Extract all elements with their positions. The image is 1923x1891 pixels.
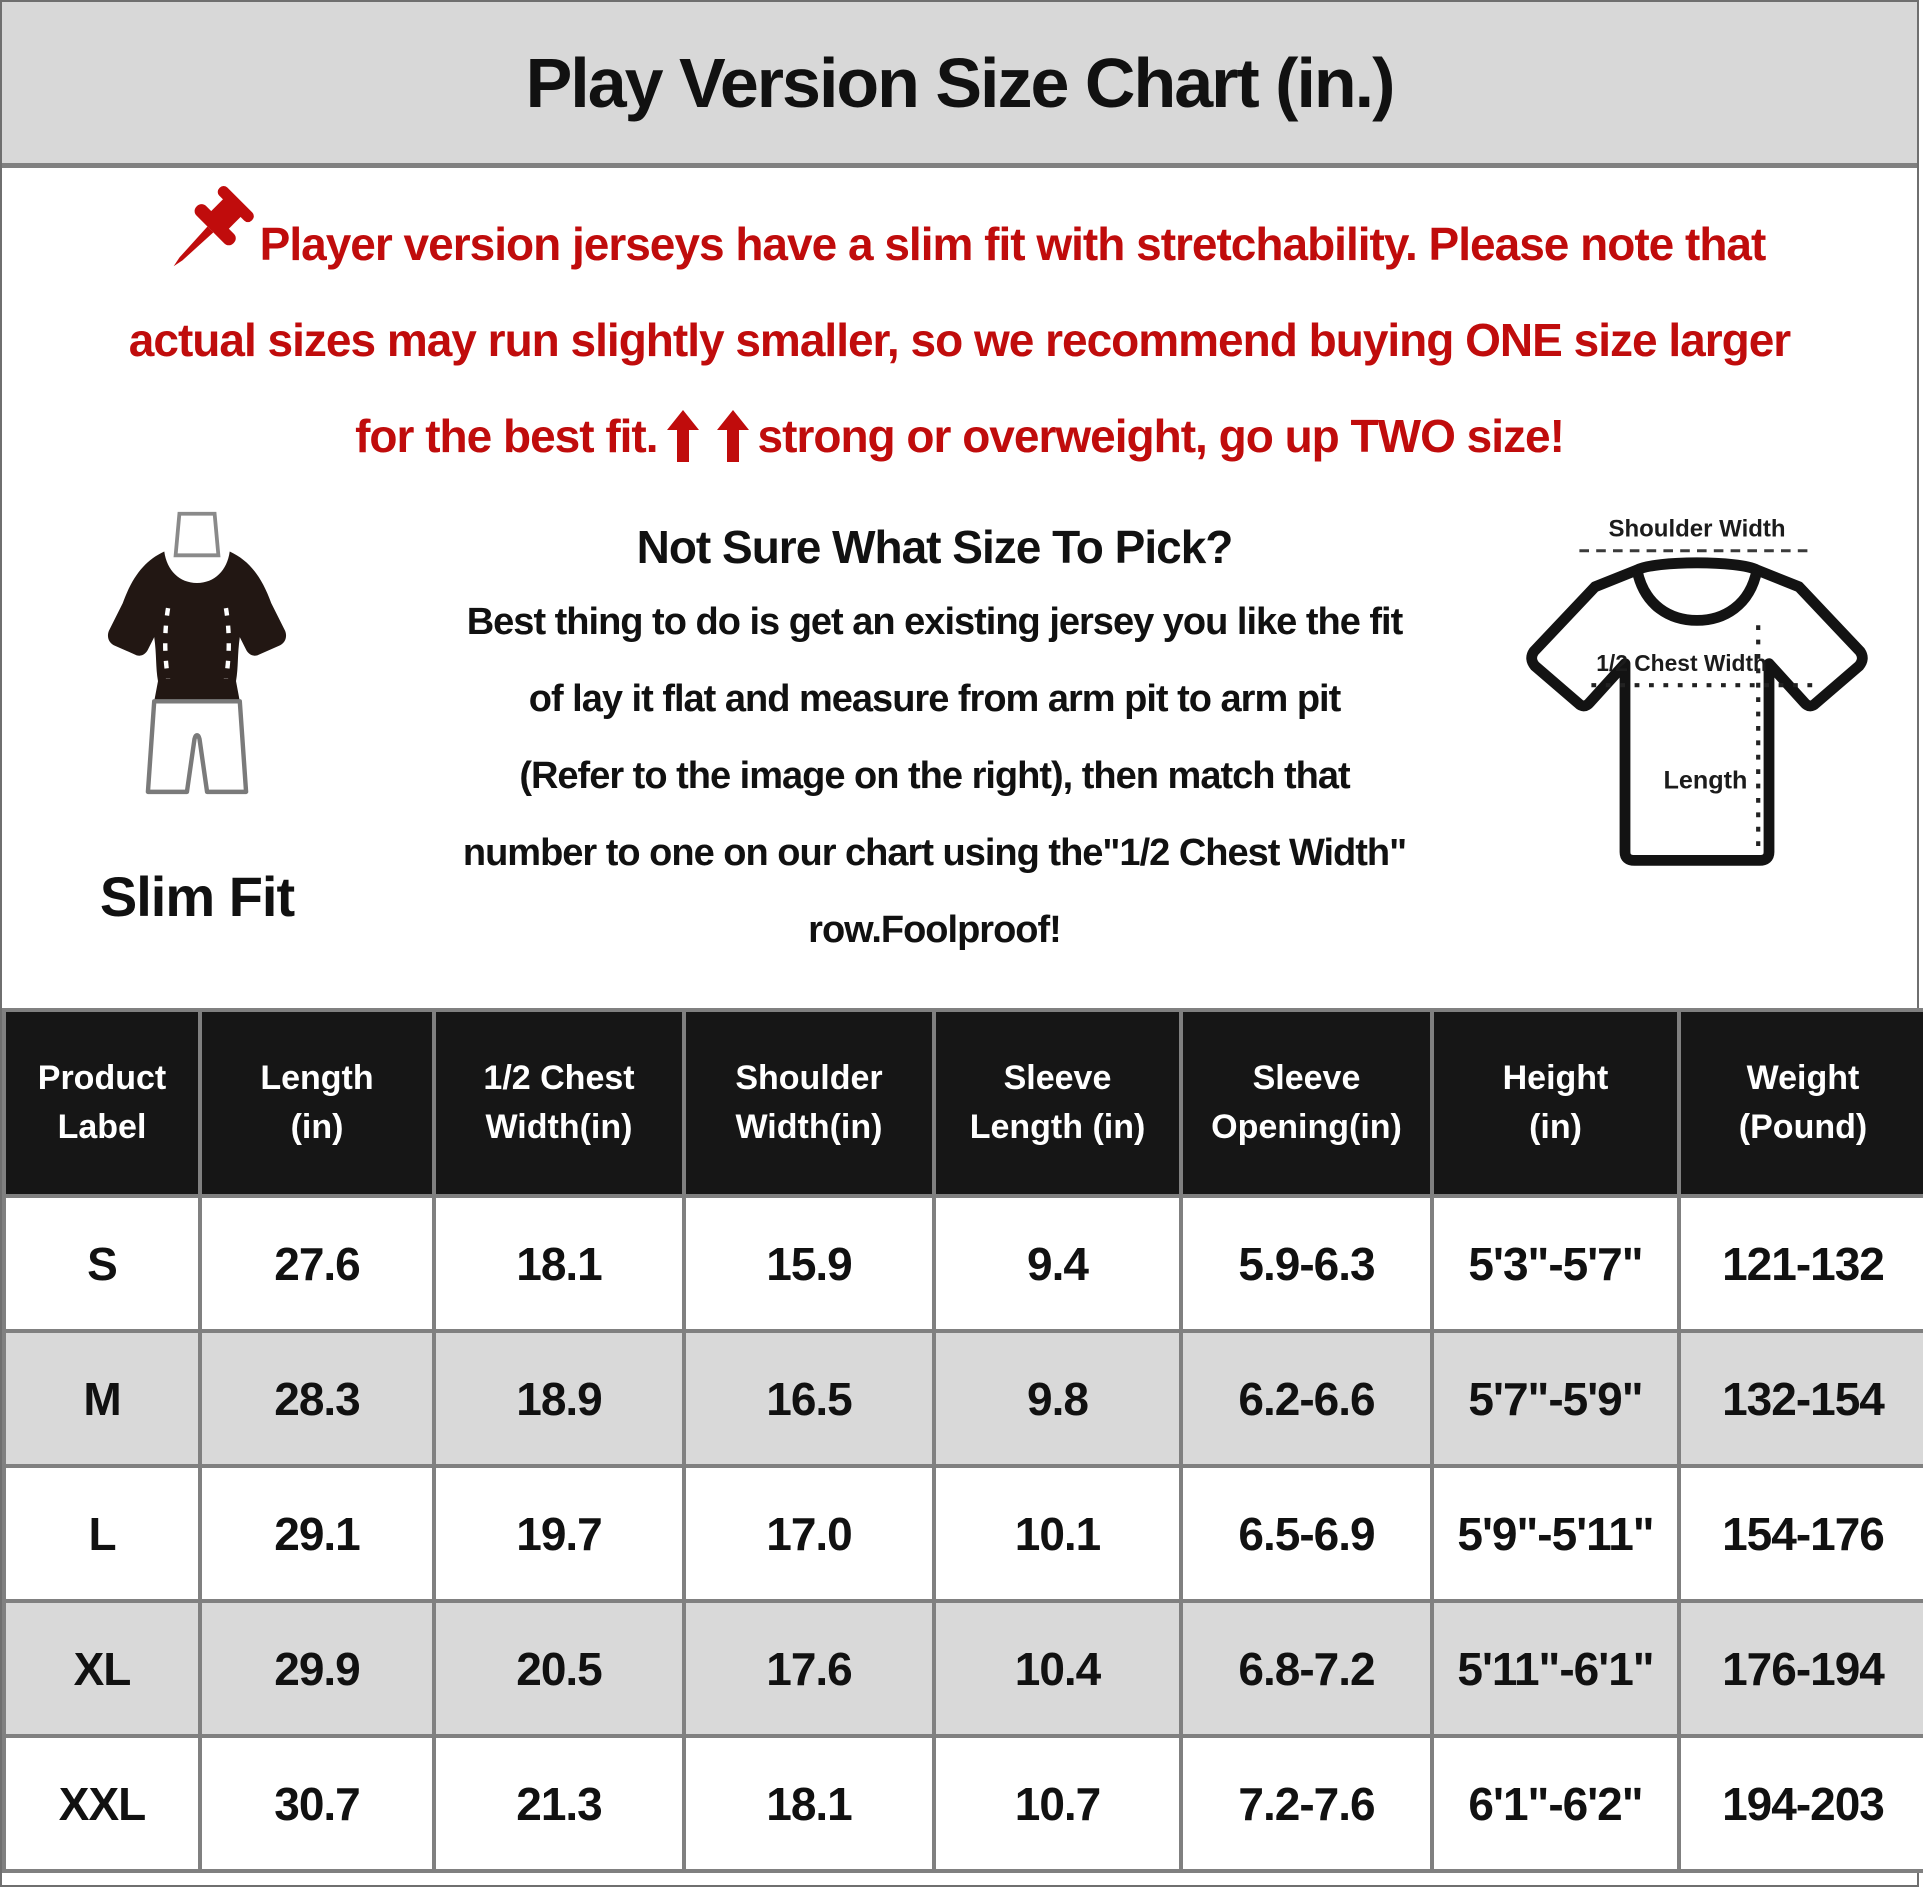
cell-length: 27.6: [198, 1194, 436, 1333]
guide-text-line: (Refer to the image on the right), then …: [519, 755, 1350, 797]
cell-size: L: [2, 1464, 202, 1603]
cell-weight: 194-203: [1677, 1734, 1923, 1873]
guide-text-line: number to one on our chart using the"1/2…: [462, 832, 1407, 874]
cell-sleeve-opening: 6.8-7.2: [1179, 1599, 1434, 1738]
cell-weight: 176-194: [1677, 1599, 1923, 1738]
slim-fit-figure-icon: [107, 511, 287, 795]
size-table: Product Label Length (in) 1/2 Chest Widt…: [2, 1008, 1923, 1873]
cell-half-chest: 20.5: [432, 1599, 686, 1738]
length-label: Length: [1663, 766, 1747, 794]
size-row-xl: XL 29.9 20.5 17.6 10.4 6.8-7.2 5'11"-6'1…: [2, 1599, 1923, 1738]
measure-diagram-column: Shoulder Width 1/2 Chest Width Length: [1477, 498, 1917, 1008]
guide-text-line: row.Foolproof!: [808, 909, 1062, 951]
cell-sleeve-length: 9.8: [932, 1329, 1183, 1468]
cell-sleeve-opening: 6.5-6.9: [1179, 1464, 1434, 1603]
cell-weight: 132-154: [1677, 1329, 1923, 1468]
size-row-xxl: XXL 30.7 21.3 18.1 10.7 7.2-7.6 6'1"-6'2…: [2, 1734, 1923, 1873]
col-header-length: Length (in): [198, 1008, 436, 1198]
cell-half-chest: 19.7: [432, 1464, 686, 1603]
up-arrow-icon: [666, 410, 699, 462]
cell-height: 6'1"-6'2": [1430, 1734, 1681, 1873]
cell-height: 5'7"-5'9": [1430, 1329, 1681, 1468]
col-header-sleeve-length: Sleeve Length (in): [932, 1008, 1183, 1198]
cell-shoulder: 16.5: [682, 1329, 936, 1468]
size-row-s: S 27.6 18.1 15.9 9.4 5.9-6.3 5'3"-5'7" 1…: [2, 1194, 1923, 1333]
cell-sleeve-opening: 7.2-7.6: [1179, 1734, 1434, 1873]
col-header-product-label: Product Label: [2, 1008, 202, 1198]
notice-text-2: actual sizes may run slightly smaller, s…: [128, 314, 1791, 366]
notice-text-3a: for the best fit.: [355, 410, 658, 462]
guide-text-line: of lay it flat and measure from arm pit …: [528, 678, 1342, 720]
size-advice-column: Not Sure What Size To Pick? Best thing t…: [392, 498, 1477, 1008]
cell-size: S: [2, 1194, 202, 1333]
slim-fit-label: Slim Fit: [99, 865, 295, 928]
cell-sleeve-length: 10.4: [932, 1599, 1183, 1738]
up-arrow-icon: [716, 410, 749, 462]
guide-text-line: Best thing to do is get an existing jers…: [466, 601, 1404, 643]
cell-size: XL: [2, 1599, 202, 1738]
pushpin-icon: [173, 186, 254, 267]
notice-text-1: Player version jerseys have a slim fit w…: [259, 218, 1767, 270]
notice-line-3: for the best fit. strong or overweight, …: [2, 388, 1917, 484]
notice-line-2: actual sizes may run slightly smaller, s…: [2, 292, 1917, 388]
cell-shoulder: 18.1: [682, 1734, 936, 1873]
col-header-weight: Weight (Pound): [1677, 1008, 1923, 1198]
cell-weight: 154-176: [1677, 1464, 1923, 1603]
col-header-half-chest-width: 1/2 Chest Width(in): [432, 1008, 686, 1198]
title-bar: Play Version Size Chart (in.): [2, 2, 1917, 168]
notice-text-3b: strong or overweight, go up TWO size!: [757, 410, 1565, 462]
cell-height: 5'9"-5'11": [1430, 1464, 1681, 1603]
col-header-shoulder-width: Shoulder Width(in): [682, 1008, 936, 1198]
cell-length: 29.1: [198, 1464, 436, 1603]
half-chest-width-label: 1/2 Chest Width: [1596, 650, 1767, 676]
page-title: Play Version Size Chart (in.): [525, 43, 1396, 122]
cell-sleeve-length: 10.1: [932, 1464, 1183, 1603]
cell-size: XXL: [2, 1734, 202, 1873]
cell-half-chest: 21.3: [432, 1734, 686, 1873]
cell-height: 5'11"-6'1": [1430, 1599, 1681, 1738]
cell-length: 30.7: [198, 1734, 436, 1873]
cell-shoulder: 15.9: [682, 1194, 936, 1333]
cell-sleeve-length: 9.4: [932, 1194, 1183, 1333]
slim-fit-column: Slim Fit: [2, 498, 392, 1008]
cell-weight: 121-132: [1677, 1194, 1923, 1333]
cell-height: 5'3"-5'7": [1430, 1194, 1681, 1333]
cell-length: 28.3: [198, 1329, 436, 1468]
size-row-m: M 28.3 18.9 16.5 9.8 6.2-6.6 5'7"-5'9" 1…: [2, 1329, 1923, 1468]
cell-size: M: [2, 1329, 202, 1468]
cell-sleeve-opening: 6.2-6.6: [1179, 1329, 1434, 1468]
cell-shoulder: 17.6: [682, 1599, 936, 1738]
cell-half-chest: 18.1: [432, 1194, 686, 1333]
col-header-height: Height (in): [1430, 1008, 1681, 1198]
tshirt-measure-diagram-icon: Shoulder Width 1/2 Chest Width Length: [1526, 515, 1868, 866]
col-header-sleeve-opening: Sleeve Opening(in): [1179, 1008, 1434, 1198]
size-table-header-row: Product Label Length (in) 1/2 Chest Widt…: [2, 1008, 1923, 1198]
size-row-l: L 29.1 19.7 17.0 10.1 6.5-6.9 5'9"-5'11"…: [2, 1464, 1923, 1603]
shoulder-width-label: Shoulder Width: [1608, 515, 1785, 542]
cell-sleeve-length: 10.7: [932, 1734, 1183, 1873]
fit-notice: Player version jerseys have a slim fit w…: [2, 168, 1917, 498]
notice-line-1: Player version jerseys have a slim fit w…: [2, 186, 1917, 292]
cell-sleeve-opening: 5.9-6.3: [1179, 1194, 1434, 1333]
cell-length: 29.9: [198, 1599, 436, 1738]
cell-half-chest: 18.9: [432, 1329, 686, 1468]
guide-heading: Not Sure What Size To Pick?: [636, 521, 1234, 573]
cell-shoulder: 17.0: [682, 1464, 936, 1603]
fit-guide-section: Slim Fit Not Sure What Size To Pick? Bes…: [2, 498, 1917, 1008]
